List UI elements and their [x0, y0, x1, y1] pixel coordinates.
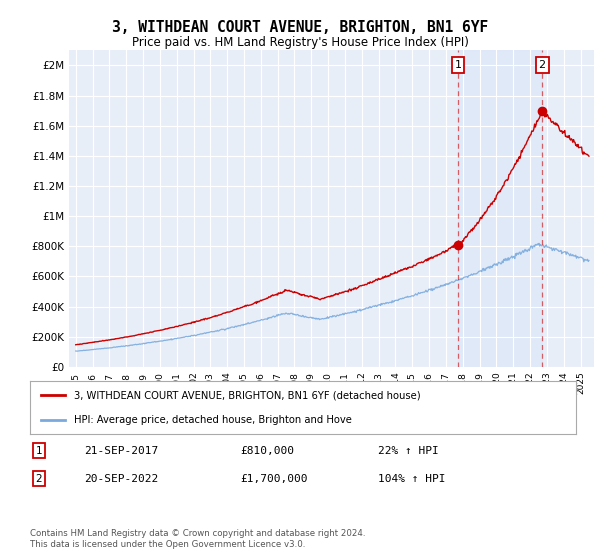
- Text: £1,700,000: £1,700,000: [240, 474, 308, 484]
- Text: HPI: Average price, detached house, Brighton and Hove: HPI: Average price, detached house, Brig…: [74, 414, 352, 424]
- Bar: [458, 50, 542, 367]
- Text: Price paid vs. HM Land Registry's House Price Index (HPI): Price paid vs. HM Land Registry's House …: [131, 36, 469, 49]
- Text: 21-SEP-2017: 21-SEP-2017: [84, 446, 158, 456]
- Text: 104% ↑ HPI: 104% ↑ HPI: [378, 474, 445, 484]
- Text: 3, WITHDEAN COURT AVENUE, BRIGHTON, BN1 6YF (detached house): 3, WITHDEAN COURT AVENUE, BRIGHTON, BN1 …: [74, 390, 421, 400]
- Text: 2: 2: [35, 474, 43, 484]
- Text: 2: 2: [539, 60, 546, 70]
- Text: 22% ↑ HPI: 22% ↑ HPI: [378, 446, 439, 456]
- Text: 1: 1: [455, 60, 461, 70]
- Text: £810,000: £810,000: [240, 446, 294, 456]
- Text: 3, WITHDEAN COURT AVENUE, BRIGHTON, BN1 6YF: 3, WITHDEAN COURT AVENUE, BRIGHTON, BN1 …: [112, 20, 488, 35]
- Text: 20-SEP-2022: 20-SEP-2022: [84, 474, 158, 484]
- Text: 1: 1: [35, 446, 43, 456]
- Text: Contains HM Land Registry data © Crown copyright and database right 2024.
This d: Contains HM Land Registry data © Crown c…: [30, 529, 365, 549]
